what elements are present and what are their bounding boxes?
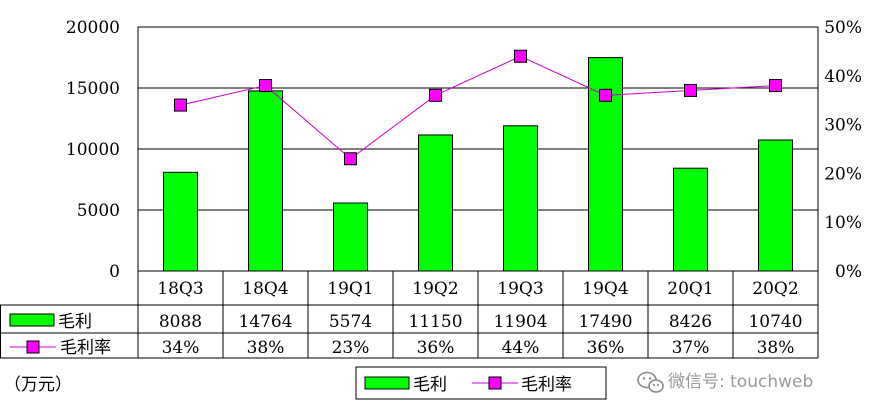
table-row-label-gross-profit: 毛利	[58, 312, 92, 332]
y-tick-label-left: 15000	[66, 79, 120, 99]
table-cell-gross-margin: 38%	[757, 338, 795, 358]
margin-marker-19Q4	[599, 88, 612, 102]
y-tick-label-left: 0	[109, 262, 120, 282]
legend-label-gross-margin: 毛利率	[521, 375, 572, 395]
x-tick-label: 20Q1	[667, 279, 713, 299]
table-cell-gross-margin: 36%	[587, 338, 625, 358]
table-marker-swatch	[26, 340, 40, 354]
margin-marker-19Q2	[429, 88, 442, 102]
table-cell-gross-profit: 5574	[329, 312, 372, 332]
margin-marker-18Q4	[259, 79, 272, 93]
y-tick-label-right: 20%	[824, 164, 862, 184]
y-tick-label-right: 10%	[824, 213, 862, 233]
bar-19Q2	[418, 134, 453, 272]
margin-marker-19Q1	[344, 152, 357, 166]
y-tick-label-right: 50%	[824, 18, 862, 38]
y-tick-label-right: 0%	[835, 262, 862, 282]
x-tick-label: 19Q1	[327, 279, 373, 299]
margin-marker-20Q2	[769, 79, 782, 93]
bar-18Q4	[248, 90, 283, 272]
x-tick-label: 18Q4	[242, 279, 288, 299]
x-tick-label: 18Q3	[157, 279, 203, 299]
table-cell-gross-profit: 11904	[493, 312, 547, 332]
bar-18Q3	[163, 171, 198, 272]
margin-marker-20Q1	[684, 83, 697, 97]
x-tick-label: 19Q3	[497, 279, 543, 299]
y-axis-right: 0% 10% 20% 30% 40% 50%	[824, 18, 862, 282]
x-tick-label: 19Q2	[412, 279, 458, 299]
table-cell-gross-profit: 8426	[669, 312, 712, 332]
table-bar-swatch	[9, 313, 55, 327]
table-cell-gross-margin: 34%	[162, 338, 200, 358]
bar-19Q3	[503, 125, 538, 272]
margin-marker-18Q3	[174, 98, 187, 112]
unit-label: （万元）	[4, 375, 72, 395]
table-cell-gross-profit: 11150	[408, 312, 462, 332]
line-series	[174, 49, 782, 166]
bar-20Q1	[673, 167, 708, 272]
table-cell-gross-margin: 44%	[502, 338, 540, 358]
margin-line	[180, 55, 776, 160]
y-axis-left: 0 5000 10000 15000 20000	[66, 18, 120, 282]
table-cell-gross-profit: 8088	[159, 312, 202, 332]
x-tick-label: 20Q2	[752, 279, 798, 299]
watermark: 微信号: touchweb	[637, 371, 813, 393]
table-cell-gross-margin: 38%	[247, 338, 285, 358]
y-tick-label-right: 40%	[824, 67, 862, 87]
watermark-text: 微信号: touchweb	[668, 372, 813, 392]
legend-label-gross-profit: 毛利	[413, 375, 447, 395]
x-tick-label: 19Q4	[582, 279, 628, 299]
y-tick-label-left: 20000	[66, 18, 120, 38]
legend-bar-swatch	[364, 376, 410, 390]
table-cell-gross-profit: 14764	[238, 312, 292, 332]
y-tick-label-left: 10000	[66, 140, 120, 160]
wechat-icon	[637, 371, 664, 393]
table-cell-gross-profit: 10740	[748, 312, 802, 332]
y-tick-label-right: 30%	[824, 116, 862, 136]
bar-19Q1	[333, 202, 368, 272]
legend: 毛利 毛利率	[355, 366, 607, 400]
table-cell-gross-profit: 17490	[578, 312, 632, 332]
bar-20Q2	[758, 139, 793, 272]
y-tick-label-left: 5000	[77, 201, 120, 221]
table-cell-gross-margin: 37%	[672, 338, 710, 358]
legend-marker-swatch	[488, 376, 502, 390]
table-row-label-gross-margin: 毛利率	[60, 338, 111, 358]
margin-marker-19Q3	[514, 49, 527, 63]
table-cell-gross-margin: 36%	[417, 338, 455, 358]
table-cell-gross-margin: 23%	[332, 338, 370, 358]
